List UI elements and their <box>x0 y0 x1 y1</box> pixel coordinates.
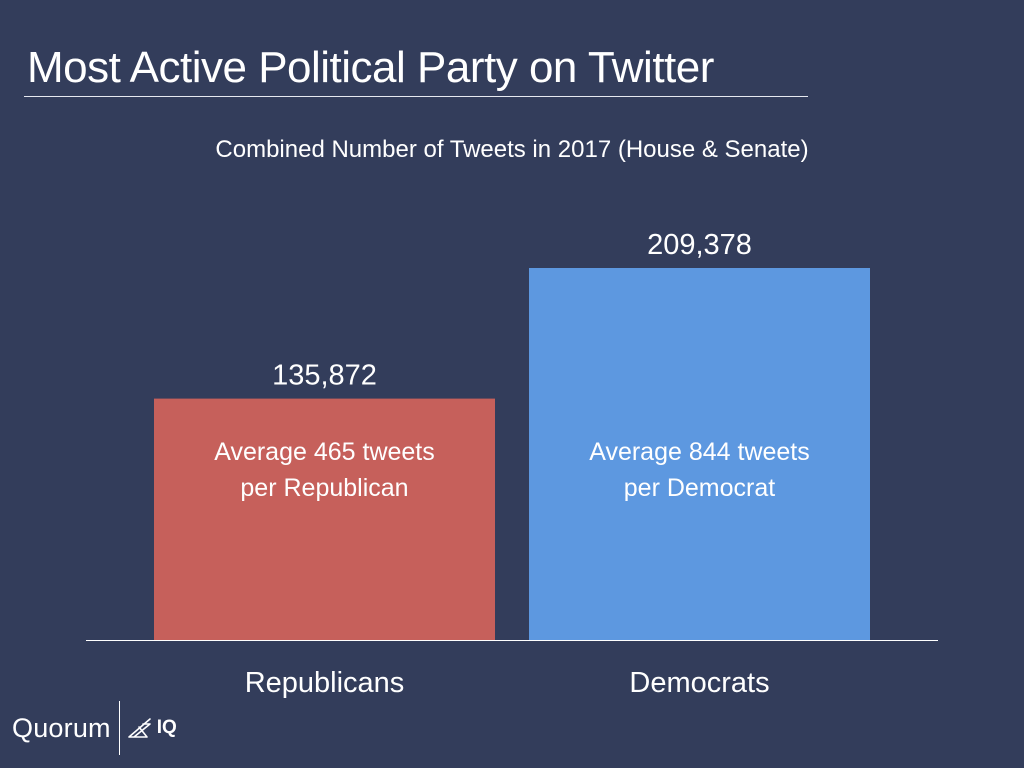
bar-annotation-line: Average 844 tweets <box>589 438 810 466</box>
value-label-democrats: 209,378 <box>647 229 752 261</box>
logo-wordmark: Quorum <box>12 712 111 743</box>
quorum-capitol-icon <box>127 718 151 738</box>
logo-divider <box>118 701 120 755</box>
chart-subtitle: Combined Number of Tweets in 2017 (House… <box>215 136 809 163</box>
bar-annotation-line: per Democrat <box>624 474 775 502</box>
bar-democrats <box>529 268 870 640</box>
title-divider <box>24 96 808 97</box>
category-label-republicans: Republicans <box>245 667 405 699</box>
slide-title: Most Active Political Party on Twitter <box>27 43 714 92</box>
bar-annotation-line: per Republican <box>240 474 408 502</box>
quorum-iq-logo: Quorum IQ <box>12 700 177 756</box>
logo-iq-label: IQ <box>156 717 177 738</box>
bar-annotation-line: Average 465 tweets <box>214 438 435 466</box>
bar-republicans <box>154 398 495 640</box>
value-label-republicans: 135,872 <box>272 360 377 392</box>
category-label-democrats: Democrats <box>629 667 769 699</box>
